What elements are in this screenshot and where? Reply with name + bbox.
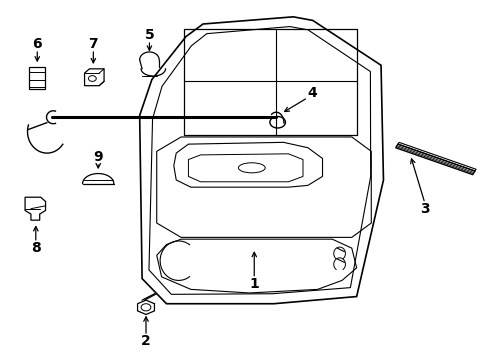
Text: 9: 9 (93, 150, 103, 164)
Text: 5: 5 (144, 28, 154, 42)
Text: 7: 7 (88, 37, 98, 51)
Text: 6: 6 (32, 37, 42, 51)
Text: 3: 3 (419, 202, 429, 216)
Text: 4: 4 (306, 86, 316, 100)
Text: 2: 2 (141, 334, 151, 348)
Text: 8: 8 (31, 241, 41, 255)
Text: 1: 1 (249, 277, 259, 291)
